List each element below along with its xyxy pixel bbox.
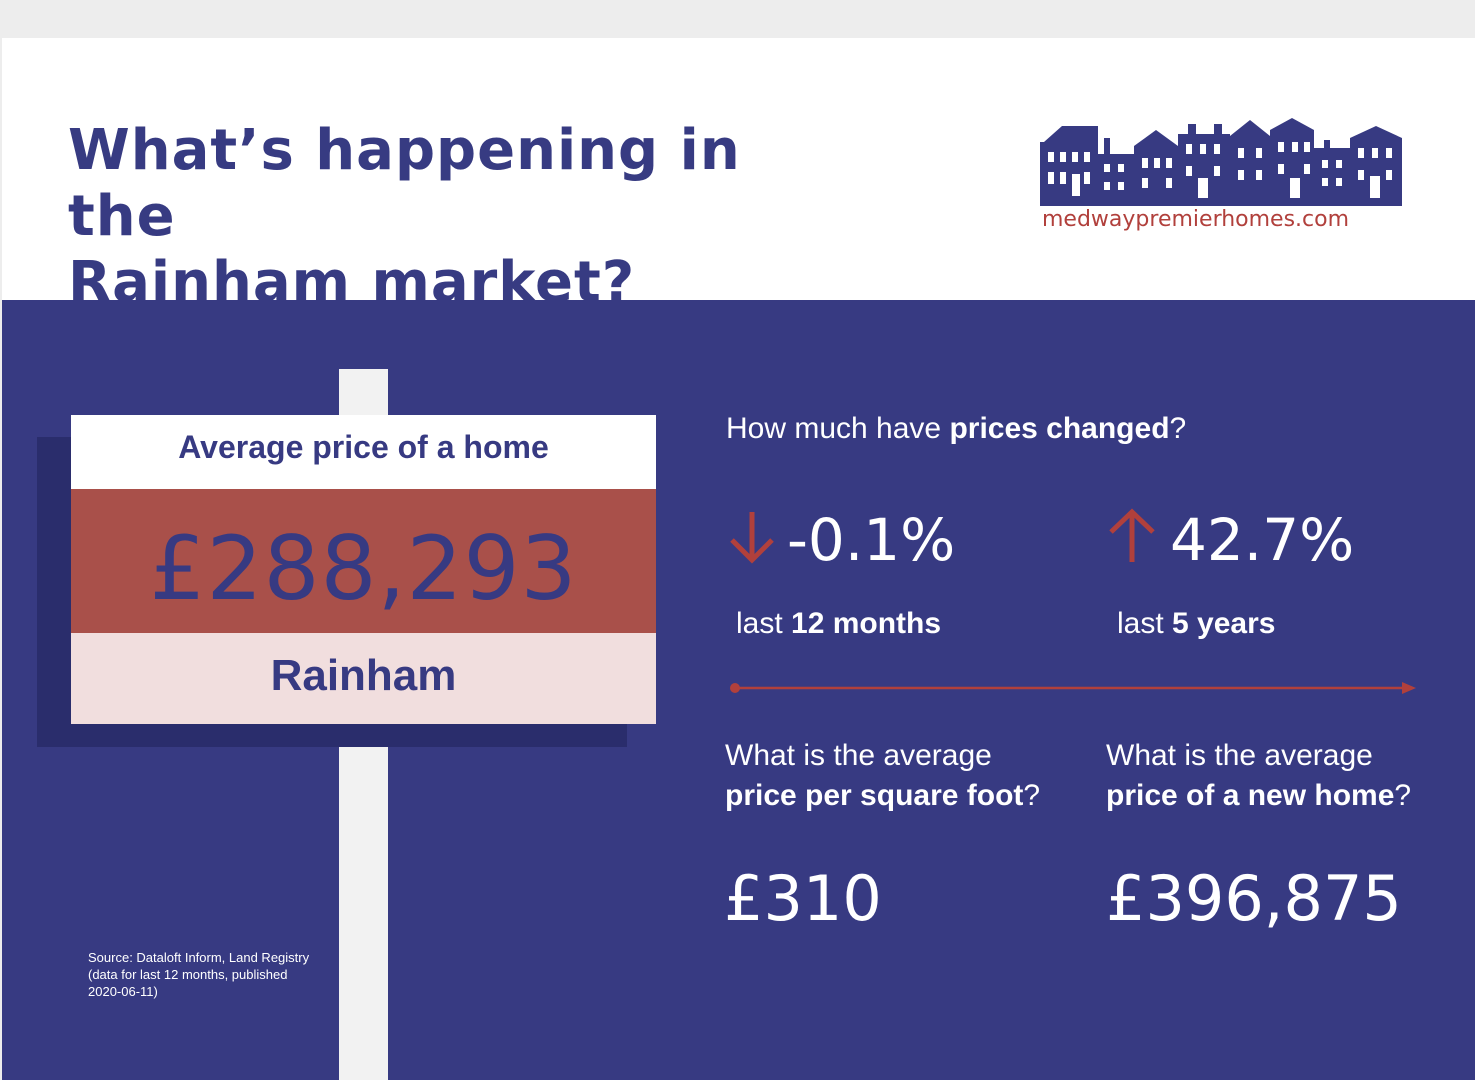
arrow-down-icon [730,512,774,564]
question-bold-text: prices changed [949,412,1170,445]
area-name: Rainham [270,651,457,700]
arrow-up-icon [1109,508,1155,562]
divider-arrow [730,682,1416,694]
period-5-years: last 5 years [1117,607,1275,641]
sqft-question-mark: ? [1023,779,1041,812]
houses-logo-icon [1040,118,1402,206]
average-price-value: £288,293 [149,517,578,620]
period-prefix: last [736,607,792,640]
sqft-question-line-1: What is the average [725,739,992,772]
sqft-question-bold: price per square foot [725,779,1024,812]
new-home-question: What is the average price of a new home? [1106,736,1411,816]
change-12-months-value: -0.1% [787,506,956,574]
sign-bottom-band: Rainham [71,633,656,724]
sign-middle-band: £288,293 [71,489,656,633]
logo-url-text: medwaypremierhomes.com [1042,207,1350,232]
page-title: What’s happening in the Rainham market? [68,118,828,316]
new-home-question-bold: price of a new home [1106,779,1395,812]
period-12-months: last 12 months [736,607,941,641]
title-line-1: What’s happening in the [68,118,741,249]
for-sale-sign: Average price of a home £288,293 Rainham [71,415,656,724]
source-note: Source: Dataloft Inform, Land Registry (… [88,950,310,999]
change-5-years-value: 42.7% [1170,506,1355,574]
new-home-question-line-1: What is the average [1106,739,1373,772]
question-mark: ? [1169,412,1187,445]
price-change-question: How much have prices changed? [726,412,1186,446]
question-text: How much have [726,412,950,445]
period-bold: 12 months [791,607,942,640]
period-bold: 5 years [1172,607,1276,640]
sign-label: Average price of a home [178,429,549,465]
sqft-question-line-2: price per square foot? [725,776,1040,816]
new-home-question-mark: ? [1394,779,1412,812]
new-home-value: £396,875 [1106,862,1402,935]
sqft-question: What is the average price per square foo… [725,736,1040,816]
sign-top-band: Average price of a home [71,415,656,489]
sqft-value: £310 [724,862,882,935]
new-home-question-line-2: price of a new home? [1106,776,1411,816]
period-prefix: last [1117,607,1173,640]
